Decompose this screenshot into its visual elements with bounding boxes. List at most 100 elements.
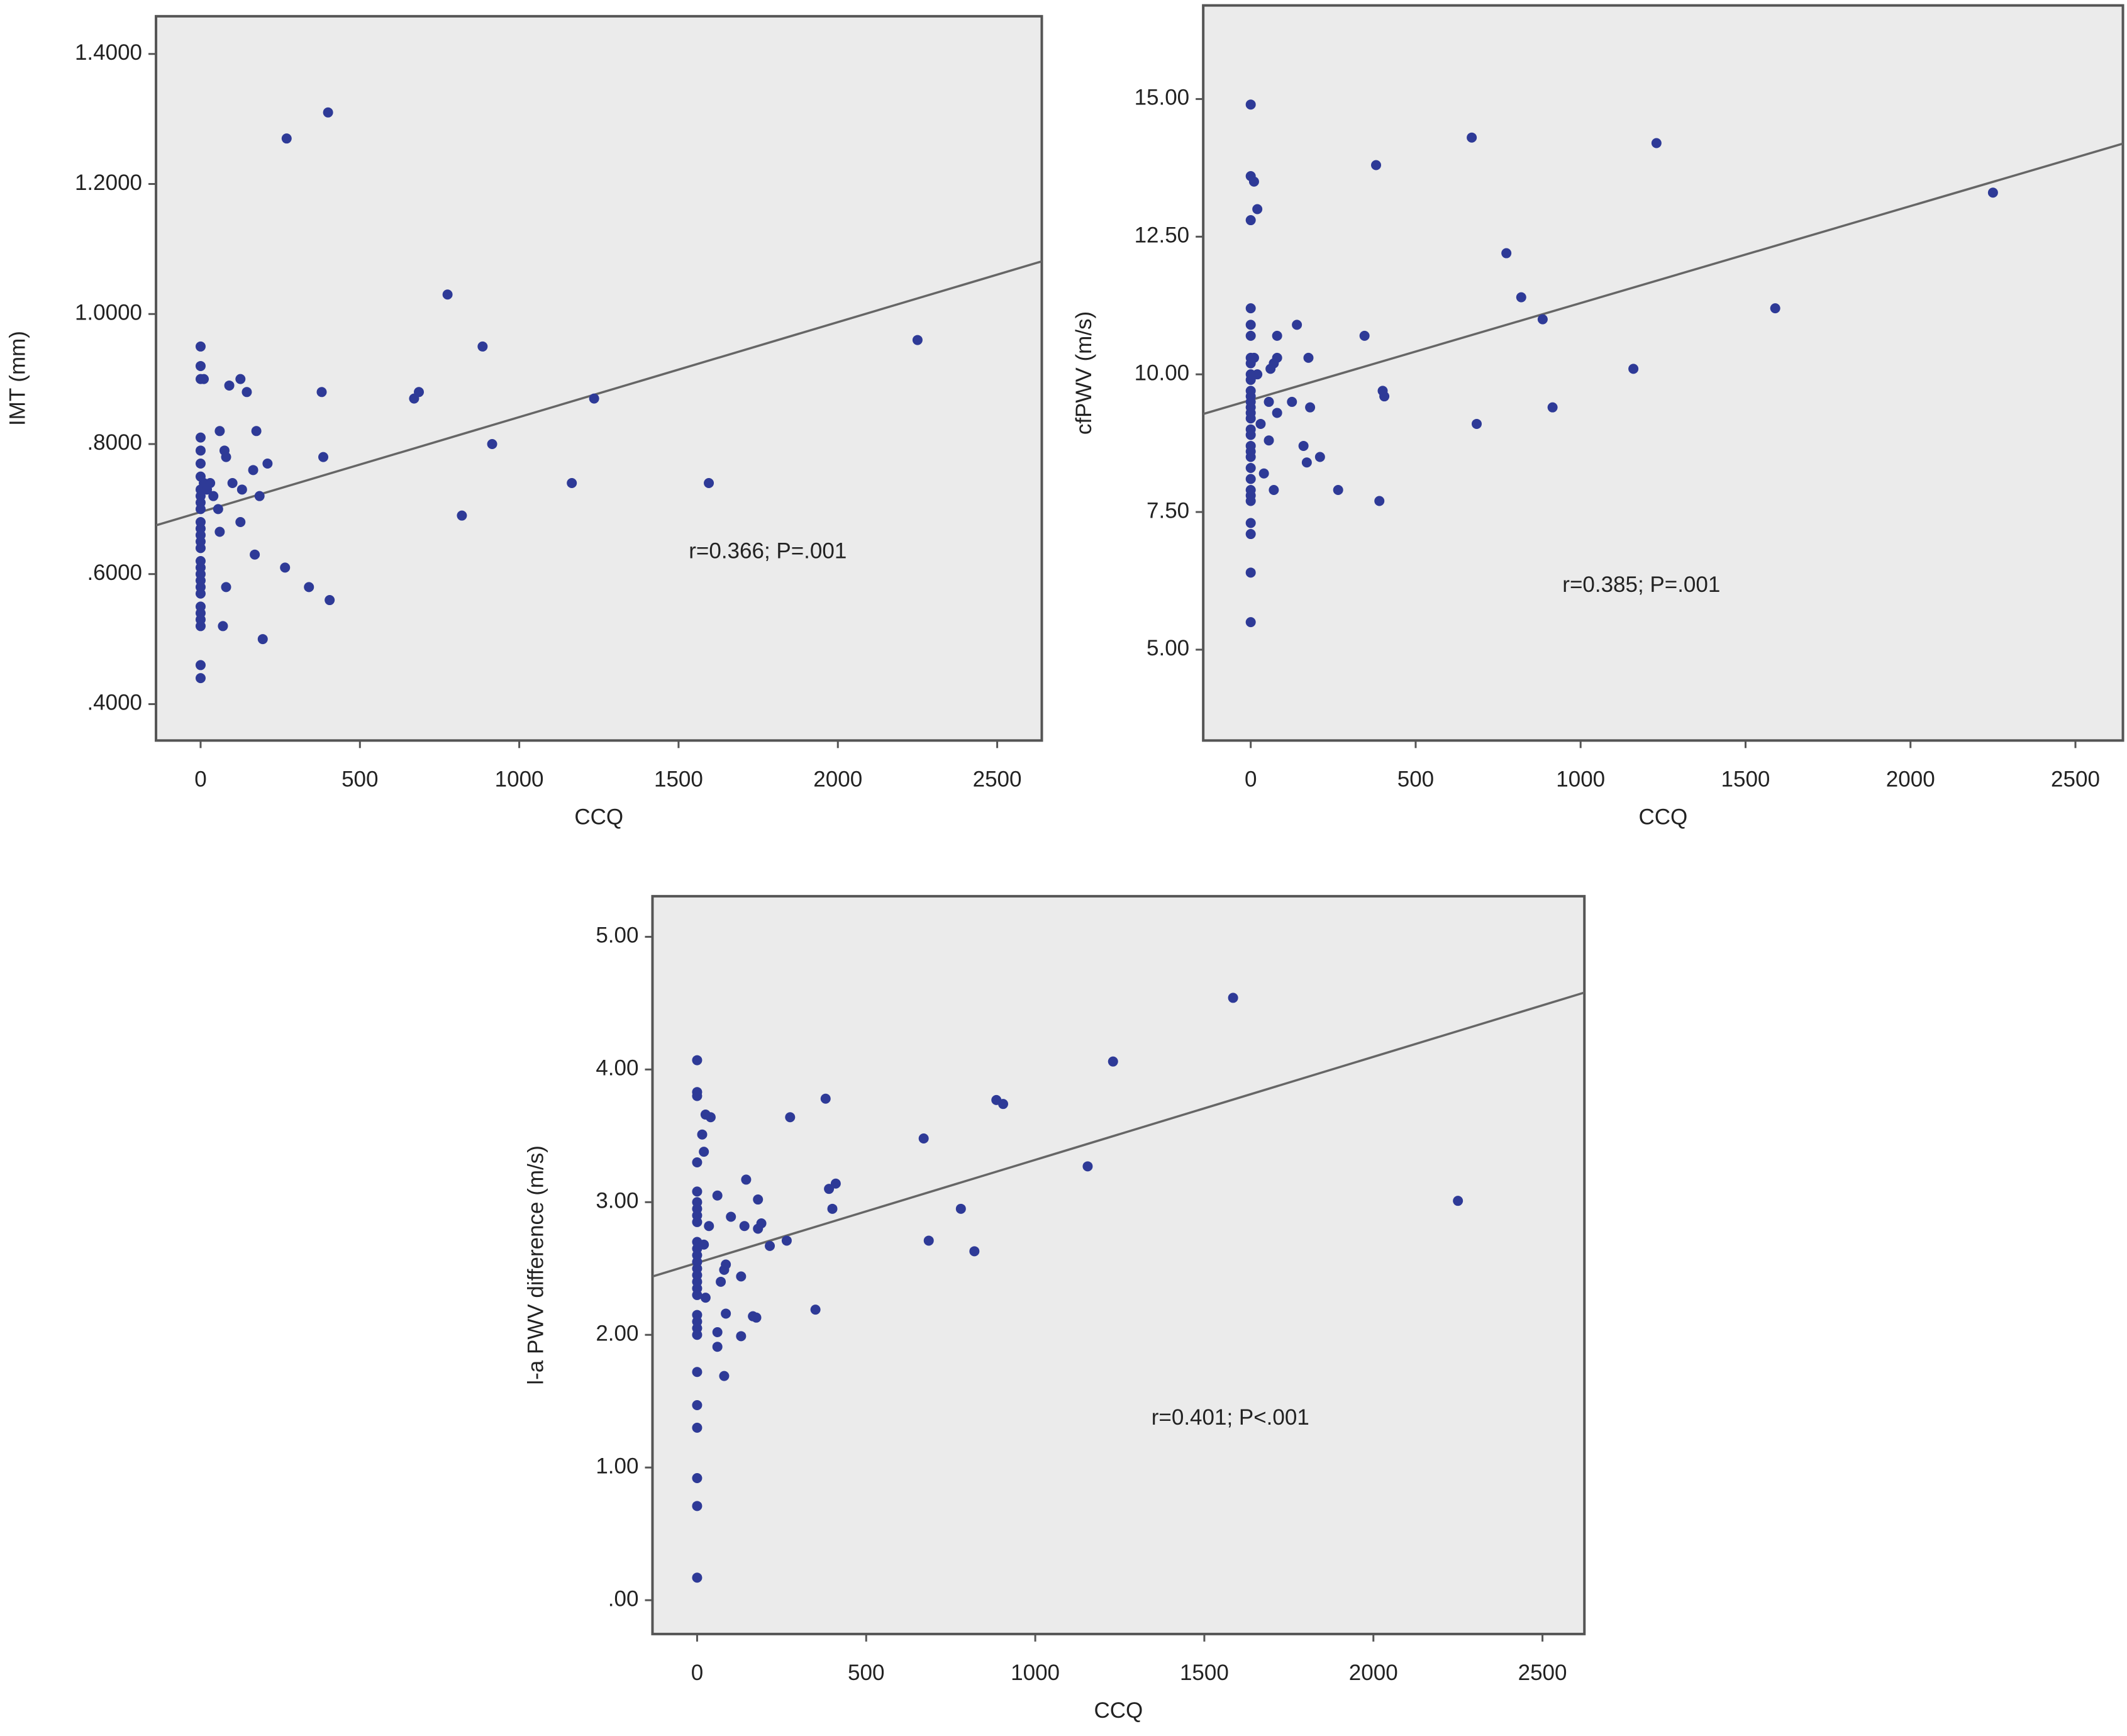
data-point bbox=[1228, 993, 1238, 1003]
x-axis-title: CCQ bbox=[1638, 805, 1687, 830]
data-point bbox=[810, 1305, 821, 1315]
data-point bbox=[736, 1271, 747, 1282]
data-point bbox=[712, 1342, 723, 1352]
x-tick-label: 500 bbox=[342, 767, 378, 792]
x-tick-label: 1000 bbox=[1556, 767, 1605, 792]
data-point bbox=[692, 1400, 703, 1411]
data-point bbox=[1987, 187, 1998, 198]
data-point bbox=[589, 393, 599, 404]
x-tick-label: 500 bbox=[1397, 767, 1434, 792]
data-point bbox=[1245, 529, 1256, 540]
data-point bbox=[785, 1112, 796, 1123]
data-point bbox=[824, 1184, 835, 1194]
data-point bbox=[692, 1422, 703, 1433]
data-point bbox=[1248, 176, 1259, 187]
data-point bbox=[224, 380, 235, 391]
y-tick-label: 12.50 bbox=[1135, 223, 1190, 248]
data-point bbox=[304, 582, 314, 593]
y-tick-label: .8000 bbox=[87, 430, 142, 455]
data-point bbox=[1301, 457, 1312, 468]
x-tick-label: 0 bbox=[1245, 767, 1257, 792]
y-tick-label: 1.4000 bbox=[75, 40, 142, 65]
data-point bbox=[721, 1308, 731, 1319]
data-point bbox=[923, 1235, 934, 1246]
fit-line bbox=[652, 991, 1585, 1278]
x-axis-title: CCQ bbox=[574, 805, 623, 830]
data-point bbox=[1314, 452, 1325, 462]
y-axis-title: cfPWV (m/s) bbox=[1072, 311, 1096, 435]
data-point bbox=[699, 1239, 709, 1250]
data-point bbox=[1245, 215, 1256, 226]
data-point bbox=[214, 426, 225, 437]
y-tick-label: .4000 bbox=[87, 691, 142, 715]
data-point bbox=[457, 510, 467, 521]
x-tick-label: 2500 bbox=[1518, 1661, 1567, 1685]
data-point bbox=[1537, 314, 1548, 325]
fit-line bbox=[1203, 142, 2123, 415]
data-point bbox=[227, 478, 238, 489]
annotation: r=0.401; P<.001 bbox=[1152, 1405, 1309, 1430]
data-point bbox=[1245, 474, 1256, 484]
panel: 5.00 7.50 10.00 12.50 15.00 0 500 1000 1500 2000 2… bbox=[1072, 4, 2124, 830]
x-tick-label: 2000 bbox=[1886, 767, 1935, 792]
plot-area bbox=[1202, 4, 2124, 742]
data-point bbox=[1272, 352, 1282, 363]
data-point bbox=[692, 1473, 703, 1484]
data-point bbox=[1374, 496, 1385, 506]
data-point bbox=[205, 478, 216, 489]
data-point bbox=[195, 543, 206, 554]
data-point bbox=[250, 549, 260, 560]
data-point bbox=[1359, 330, 1370, 341]
data-point bbox=[1245, 330, 1256, 341]
x-tick-label: 1500 bbox=[1721, 767, 1770, 792]
data-point bbox=[1245, 567, 1256, 578]
data-point bbox=[1258, 468, 1269, 479]
x-tick-label: 0 bbox=[691, 1661, 703, 1685]
data-point bbox=[236, 484, 247, 495]
data-point bbox=[235, 517, 246, 528]
y-tick-label: 5.00 bbox=[1147, 636, 1189, 660]
data-point bbox=[195, 341, 206, 352]
data-point bbox=[1082, 1161, 1093, 1172]
data-point bbox=[325, 595, 335, 606]
data-point bbox=[692, 1157, 703, 1167]
data-point bbox=[195, 458, 206, 469]
data-point bbox=[955, 1203, 966, 1214]
data-point bbox=[700, 1293, 711, 1303]
data-point bbox=[1248, 352, 1259, 363]
x-tick-label: 1000 bbox=[495, 767, 544, 792]
data-point bbox=[704, 478, 714, 489]
data-point bbox=[1245, 413, 1256, 424]
data-point bbox=[1245, 496, 1256, 506]
data-point bbox=[827, 1203, 838, 1214]
data-point bbox=[692, 1572, 703, 1583]
data-point bbox=[1471, 418, 1482, 429]
data-point bbox=[318, 452, 329, 462]
data-point bbox=[912, 335, 923, 345]
data-point bbox=[820, 1093, 831, 1104]
data-point bbox=[1108, 1056, 1118, 1067]
data-point bbox=[195, 660, 206, 670]
data-point bbox=[1245, 430, 1256, 440]
data-point bbox=[1252, 369, 1263, 380]
data-point bbox=[262, 458, 273, 469]
data-point bbox=[1547, 402, 1558, 413]
data-point bbox=[257, 634, 268, 645]
x-tick-label: 500 bbox=[848, 1661, 884, 1685]
data-point bbox=[781, 1235, 792, 1246]
data-point bbox=[719, 1264, 730, 1275]
data-point bbox=[1272, 408, 1282, 418]
data-point bbox=[1333, 485, 1343, 496]
fit-line bbox=[156, 260, 1042, 526]
data-point bbox=[195, 588, 206, 599]
data-point bbox=[692, 1091, 703, 1101]
data-point bbox=[712, 1190, 723, 1201]
data-point bbox=[726, 1211, 736, 1222]
data-point bbox=[705, 1112, 716, 1123]
data-point bbox=[281, 133, 292, 144]
data-point bbox=[1379, 391, 1390, 402]
data-point bbox=[567, 478, 577, 489]
data-point bbox=[739, 1221, 750, 1232]
data-point bbox=[1303, 352, 1314, 363]
